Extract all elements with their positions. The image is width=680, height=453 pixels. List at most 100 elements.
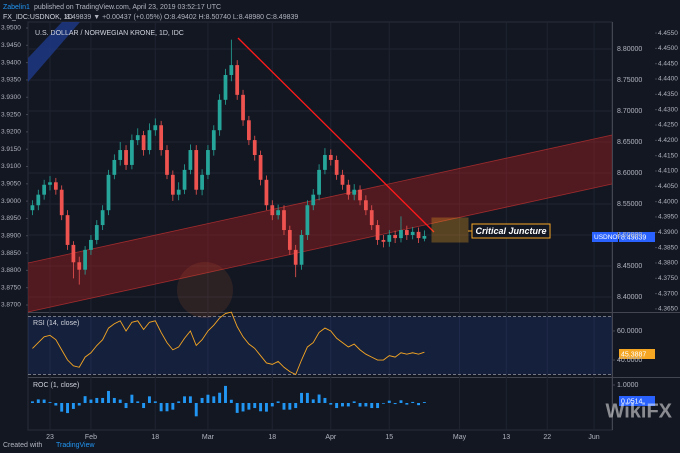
candle-body [317, 169, 321, 195]
trend-line [237, 37, 435, 233]
roc-bar [317, 394, 321, 403]
candle-body [299, 234, 304, 265]
candle-body [223, 75, 228, 100]
candle-body [247, 120, 251, 141]
rsi-line [32, 311, 425, 376]
candle-body [410, 231, 415, 235]
y2-tick-label: 3.9250 [1, 111, 21, 118]
x-tick-label: May [453, 434, 467, 441]
y3-tick-label: 4.4500 [658, 45, 678, 52]
candle-body [422, 235, 427, 239]
candle-body [404, 230, 409, 235]
roc-bar [229, 399, 233, 403]
roc-bar [188, 396, 192, 403]
y3-tick-label: 4.3850 [658, 244, 678, 251]
candle-body [235, 65, 240, 95]
roc-bar [224, 385, 227, 403]
candle-body [211, 130, 216, 151]
roc-bar [177, 401, 181, 403]
roc-bar [77, 402, 81, 406]
candle-body [352, 189, 357, 195]
roc-bar [370, 402, 374, 409]
indicator-tick-label: 60.0000 [617, 328, 642, 335]
y2-tick-label: 3.8750 [1, 284, 21, 291]
y2-tick-label: 3.9200 [1, 129, 21, 136]
candle-body [135, 135, 140, 141]
candle-body [264, 179, 269, 206]
candle-body [200, 174, 204, 190]
candle-body [334, 159, 339, 175]
roc-bar [329, 402, 333, 405]
y2-tick-label: 3.9350 [1, 77, 21, 84]
candle-body [170, 174, 175, 195]
y-tick-label: 8.40000 [617, 294, 642, 301]
candle-body [188, 150, 193, 170]
rsi-title: RSI (14, close) [33, 320, 79, 327]
roc-bar [171, 402, 175, 410]
candle-body [83, 249, 87, 270]
candle-body [375, 225, 380, 240]
roc-bar [36, 399, 40, 403]
candle-body [94, 225, 99, 240]
candle-body [323, 155, 327, 170]
footer-text: Created with [3, 442, 42, 449]
candle-body [416, 231, 421, 239]
roc-bar [399, 400, 403, 403]
y2-tick-label: 3.8800 [1, 267, 21, 274]
roc-bar [107, 390, 110, 403]
roc-title: ROC (1, close) [33, 382, 79, 389]
roc-bar [387, 400, 391, 403]
x-tick-label: 22 [543, 434, 551, 441]
roc-bar [235, 402, 239, 413]
symbol: FX_IDC:USDNOK, 1D [3, 14, 73, 21]
y-tick-label: 8.50000 [617, 232, 642, 239]
roc-bar [358, 402, 362, 407]
y2-tick-label: 3.9100 [1, 163, 21, 170]
candle-body [393, 234, 398, 239]
candle-body [65, 215, 70, 245]
x-tick-label: 18 [151, 434, 159, 441]
y3-tick-label: 4.3700 [658, 290, 678, 297]
y2-tick-label: 3.9050 [1, 181, 21, 188]
candle-body [118, 150, 123, 160]
y-tick-label: 8.75000 [617, 77, 642, 84]
x-tick-label: 18 [268, 434, 276, 441]
roc-bar [341, 402, 344, 407]
y2-tick-label: 3.8700 [1, 302, 21, 309]
roc-bar [253, 402, 257, 409]
annotation: Critical Juncture [475, 226, 546, 236]
candle-body [346, 184, 351, 195]
candle-body [241, 94, 245, 121]
juncture-box [431, 217, 469, 243]
y2-tick-label: 3.9450 [1, 42, 21, 49]
candle-body [141, 135, 146, 151]
roc-bar [218, 392, 222, 403]
footer-brand[interactable]: TradingView [56, 442, 95, 449]
x-tick-label: 15 [385, 434, 393, 441]
roc-bar [194, 402, 198, 417]
y2-tick-label: 3.8900 [1, 232, 21, 239]
candle-body [340, 174, 345, 185]
candle-body [165, 150, 169, 175]
candle-body [130, 140, 134, 165]
author[interactable]: Zabelin1 [3, 4, 30, 11]
roc-bar [241, 402, 245, 412]
rsi-tag [619, 349, 655, 359]
y-tick-label: 8.55000 [617, 201, 642, 208]
y-tick-label: 8.70000 [617, 108, 642, 115]
candle-body [270, 205, 275, 216]
roc-bar [259, 402, 263, 412]
y2-tick-label: 3.9000 [1, 198, 21, 205]
blue-channel [28, 22, 80, 82]
x-tick-label: Apr [325, 434, 337, 441]
candle-body [182, 169, 187, 190]
candle-body [53, 182, 58, 190]
candle-body [364, 200, 368, 211]
y3-tick-label: 4.4250 [658, 122, 678, 129]
candle-body [176, 189, 181, 195]
watermark: WikiFX [606, 400, 673, 422]
candle-body [112, 159, 117, 175]
roc-bar [42, 399, 46, 403]
candle-body [293, 249, 298, 265]
